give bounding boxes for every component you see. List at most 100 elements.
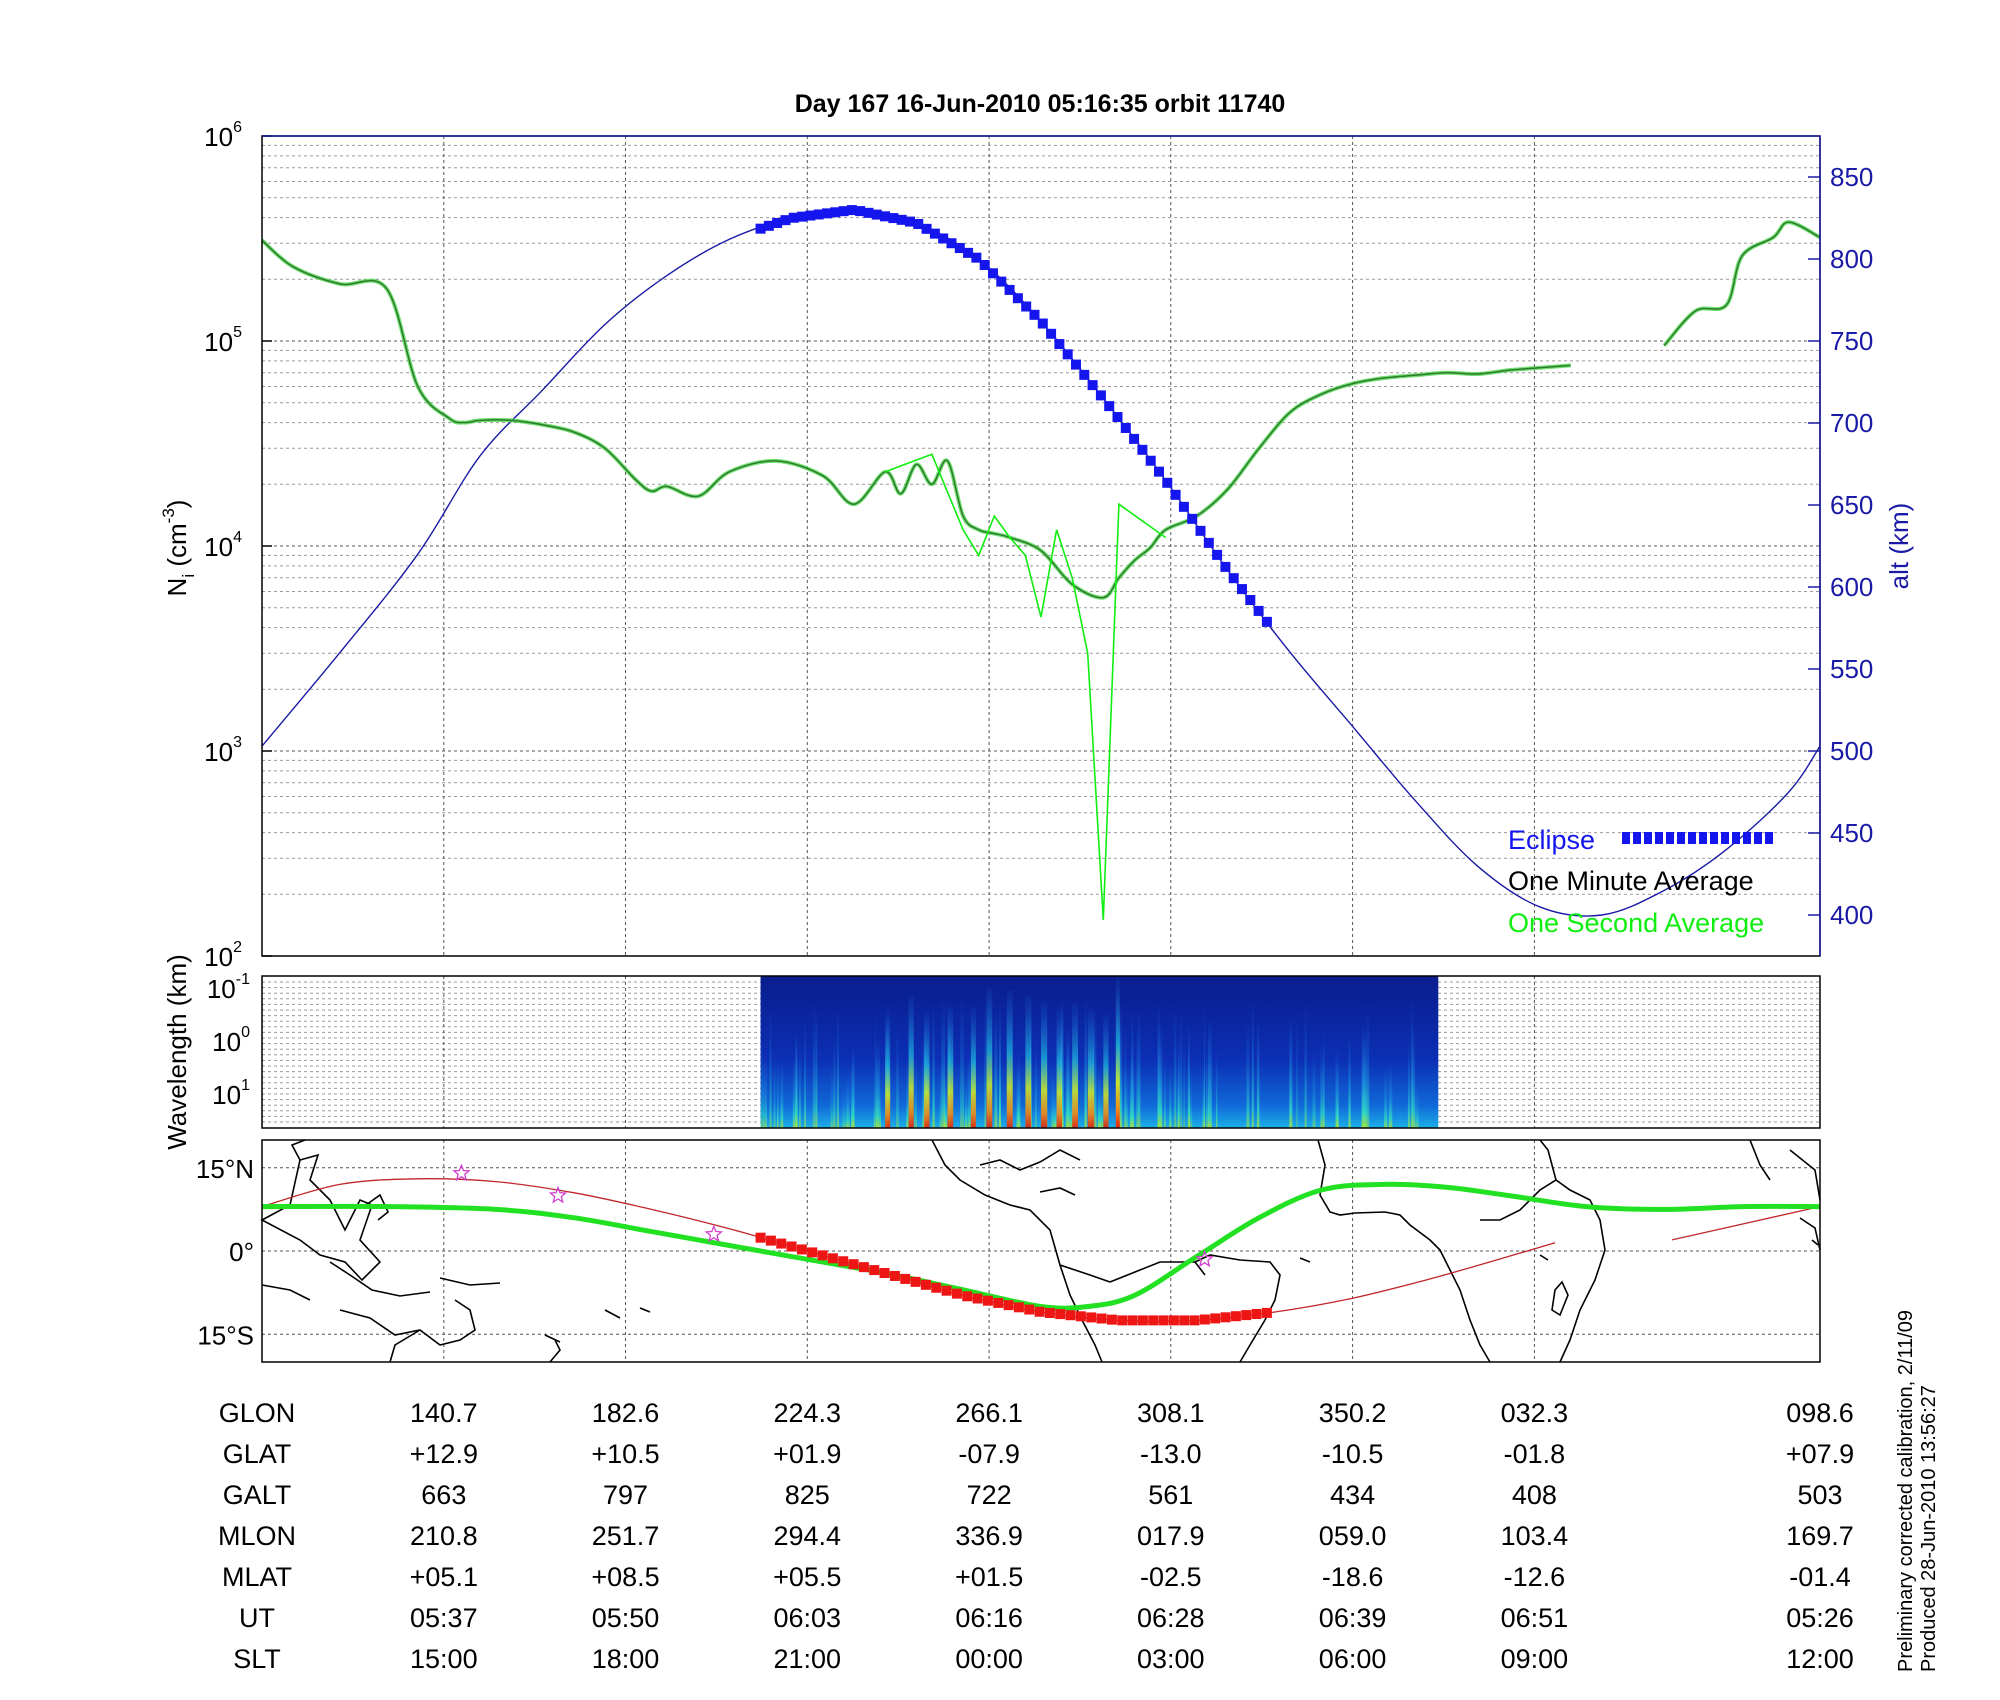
spectrogram-burst [780,1059,784,1128]
map-eclipse-marker [1158,1315,1169,1326]
eclipse-marker [1120,422,1131,433]
map-grid [262,1140,1820,1362]
legend-eclipse-marker [1765,832,1773,844]
eclipse-marker [1104,401,1115,412]
spectrogram-burst [1362,1018,1365,1128]
eclipse-marker [1004,284,1015,295]
table-cell: +01.5 [955,1562,1023,1592]
map-eclipse-marker [848,1259,859,1270]
table-cell: 797 [603,1480,648,1510]
eclipse-marker [1212,549,1223,560]
density-tick-label: 104 [204,529,242,562]
table-cell: 182.6 [592,1398,660,1428]
eclipse-marker [1237,584,1248,595]
table-row-label: SLT [233,1644,281,1674]
spectrogram-burst [1289,1014,1293,1128]
map-eclipse-marker [827,1253,838,1264]
spectrogram-strong-burst [1056,1008,1063,1128]
spectrogram-burst [896,1024,899,1128]
density-lines [260,220,1821,920]
legend-eclipse-marker [1622,832,1630,844]
map-eclipse-marker [1096,1313,1107,1324]
map-eclipse-marker [993,1297,1004,1308]
eclipse-marker [1112,412,1123,423]
spectrogram-strong-burst [1087,1009,1095,1128]
spectrogram-burst [773,1051,776,1128]
eclipse-marker [1228,573,1239,584]
map-eclipse-marker [1148,1315,1159,1326]
map-eclipse-marker [786,1241,797,1252]
spectrogram-tick-label: 101 [212,1077,250,1110]
eclipse-marker [913,219,924,230]
table-cell: +05.5 [773,1562,841,1592]
spectrogram-burst [763,1052,768,1128]
spectrogram-strong-burst [1103,1015,1109,1128]
table-cell: 103.4 [1501,1521,1569,1551]
table-cell: 06:16 [955,1603,1023,1633]
spectrogram-burst [1202,1063,1205,1128]
density-tick-label: 103 [204,734,242,767]
eclipse-marker [855,206,866,217]
spectrogram-burst [1415,1079,1419,1128]
eclipse-marker [797,211,808,222]
spectrogram-burst [1158,1040,1161,1128]
spectrogram-burst [851,1048,855,1128]
density-grid [262,136,1820,956]
map-eclipse-marker [900,1273,911,1284]
map-eclipse-marker [1241,1310,1252,1321]
spectrogram-burst [984,1001,986,1128]
altitude-tick-label: 400 [1830,900,1873,930]
spectrogram-burst [1124,1071,1129,1128]
eclipse-marker [880,211,891,222]
map-tick-label: 15°N [196,1154,254,1184]
spectrogram-burst [1095,1021,1097,1128]
legend-minute-average: One Minute Average [1508,866,1754,896]
spectrogram-burst [1204,997,1206,1128]
spectrogram-y-label: Wavelength (km) [162,954,192,1150]
map-stars [452,1163,1214,1268]
map-y-ticks: 15°N 0° 15°S [196,1154,254,1351]
map-eclipse-marker [1168,1315,1179,1326]
eclipse-marker [1187,513,1198,524]
table-cell: +05.1 [410,1562,478,1592]
legend-eclipse-marker [1699,832,1707,844]
table-cell: 18:00 [592,1644,660,1674]
spectrogram-burst [1169,1064,1172,1128]
spectrogram-burst [1366,1003,1370,1128]
eclipse-marker [838,206,849,217]
spectrogram-burst [1207,1056,1209,1128]
star-icon [1195,1249,1214,1268]
density-tick-label: 105 [204,324,242,357]
spectrogram-burst [777,1059,779,1128]
table-row-label: GLAT [223,1439,292,1469]
legend-eclipse-marker [1633,832,1641,844]
spectrogram-burst [939,1062,942,1128]
table-cell: +08.5 [591,1562,659,1592]
spectrogram-burst [769,1006,772,1128]
spectrogram-strong-burst [970,1007,976,1128]
map-eclipse-marker [931,1282,942,1293]
map-eclipse-marker [1117,1315,1128,1326]
spectrogram-burst [1051,1064,1055,1128]
table-cell: 21:00 [774,1644,842,1674]
spectrogram-tick-label: 100 [212,1024,250,1057]
altitude-tick-label: 700 [1830,408,1873,438]
map-eclipse-marker [962,1291,973,1302]
legend-eclipse-marker [1721,832,1729,844]
spectrogram-burst [846,1072,850,1128]
star-icon [452,1163,471,1182]
eclipse-marker [788,212,799,223]
map-eclipse-marker [1230,1311,1241,1322]
density-tick-label: 106 [204,119,242,152]
eclipse-marker [1021,301,1032,312]
map-eclipse-marker [982,1295,993,1306]
spectrogram-burst [842,1082,845,1128]
spectrogram-burst [1323,1026,1325,1128]
eclipse-marker [1054,339,1065,350]
spectrogram-y-ticks: 10-1 100 101 [207,971,250,1110]
eclipse-marker [896,214,907,225]
legend-eclipse-marker [1677,832,1685,844]
map-eclipse-marker [1251,1308,1262,1319]
altitude-tick-label: 500 [1830,736,1873,766]
spectrogram-burst [1320,1043,1324,1128]
